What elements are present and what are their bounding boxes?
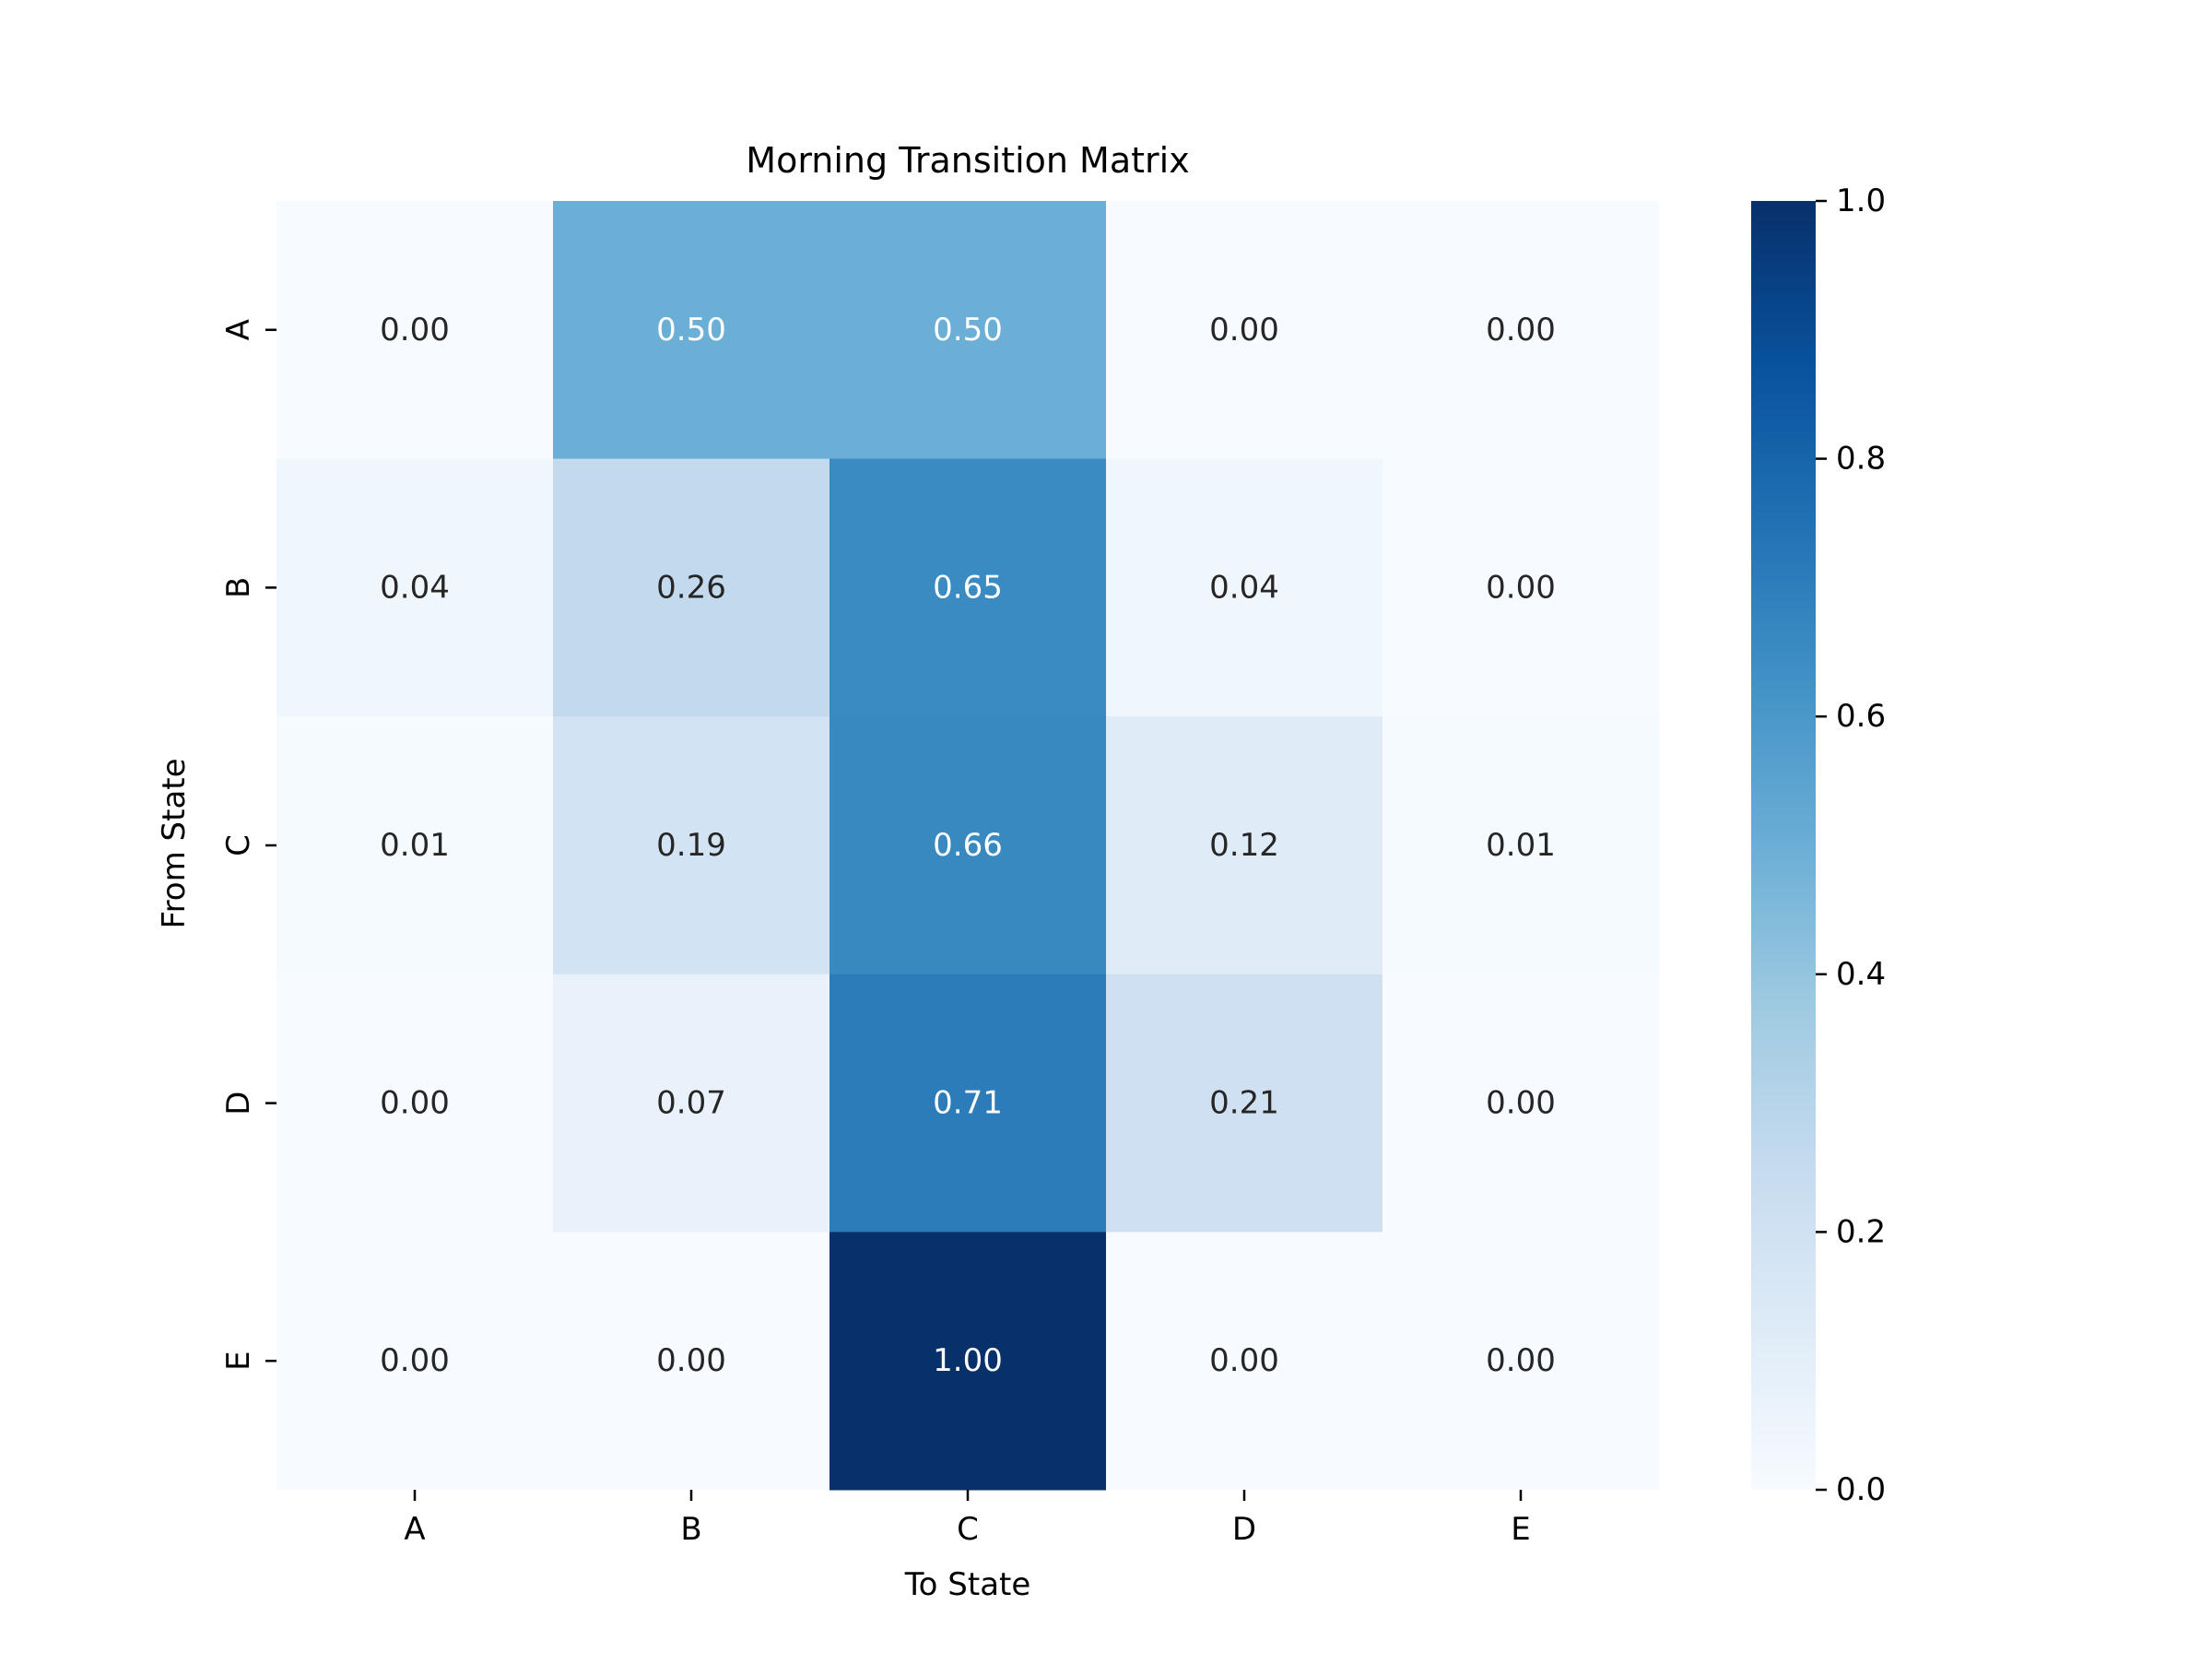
heatmap-cell-D-C <box>830 974 1107 1233</box>
y-tick-label-B: B <box>220 577 257 598</box>
cell-label-E-A: 0.00 <box>380 1342 450 1379</box>
heatmap-cells <box>276 201 1660 1491</box>
y-tick-label-A: A <box>220 319 257 340</box>
heatmap-cell-C-A <box>276 716 554 975</box>
cell-label-D-D: 0.21 <box>1209 1085 1279 1122</box>
cell-label-C-B: 0.19 <box>656 827 726 864</box>
y-axis-label: From State <box>156 758 193 928</box>
heatmap-cell-A-D <box>1106 201 1383 460</box>
cell-label-A-A: 0.00 <box>380 312 450 348</box>
cell-label-D-E: 0.00 <box>1486 1085 1556 1122</box>
heatmap-cell-C-D <box>1106 716 1383 975</box>
heatmap-cell-E-E <box>1382 1232 1660 1491</box>
y-tick-label-C: C <box>220 834 257 856</box>
cell-label-A-E: 0.00 <box>1486 312 1556 348</box>
heatmap-cell-B-A <box>276 458 554 717</box>
heatmap-cell-A-E <box>1382 201 1660 460</box>
cell-label-A-C: 0.50 <box>933 312 1003 348</box>
cell-label-E-B: 0.00 <box>656 1342 726 1379</box>
x-tick-label-A: A <box>404 1511 425 1548</box>
heatmap-cell-A-B <box>553 201 830 460</box>
cell-label-E-D: 0.00 <box>1209 1342 1279 1379</box>
cell-label-D-A: 0.00 <box>380 1085 450 1122</box>
cell-label-C-D: 0.12 <box>1209 827 1279 864</box>
heatmap-cell-D-D <box>1106 974 1383 1233</box>
heatmap-cell-B-D <box>1106 458 1383 717</box>
cell-label-C-E: 0.01 <box>1486 827 1556 864</box>
heatmap-cell-E-B <box>553 1232 830 1491</box>
cell-label-A-D: 0.00 <box>1209 312 1279 348</box>
heatmap-cell-D-E <box>1382 974 1660 1233</box>
colorbar: 0.0 0.2 0.4 0.6 0.8 1.0 <box>1751 183 1886 1508</box>
y-tick-label-D: D <box>220 1092 257 1115</box>
heatmap-cell-E-C <box>830 1232 1107 1491</box>
heatmap-cell-B-E <box>1382 458 1660 717</box>
colorbar-tick-label-1.0: 1.0 <box>1836 183 1886 219</box>
x-tick-label-E: E <box>1511 1511 1530 1548</box>
cell-label-B-D: 0.04 <box>1209 569 1279 606</box>
cell-label-D-B: 0.07 <box>656 1085 726 1122</box>
cell-label-D-C: 0.71 <box>933 1085 1003 1122</box>
colorbar-tick-label-0.2: 0.2 <box>1836 1213 1886 1250</box>
cell-label-B-B: 0.26 <box>656 569 726 606</box>
heatmap-cell-B-C <box>830 458 1107 717</box>
heatmap-cell-labels: 0.00 0.50 0.50 0.00 0.00 0.04 0.26 0.65 0.04 0.00… <box>380 312 1556 1379</box>
colorbar-gradient <box>1751 201 1816 1490</box>
x-tick-label-D: D <box>1232 1511 1256 1548</box>
heatmap-cell-A-A <box>276 201 554 460</box>
colorbar-tick-label-0.8: 0.8 <box>1836 441 1886 478</box>
cell-label-C-C: 0.66 <box>933 827 1003 864</box>
cell-label-A-B: 0.50 <box>656 312 726 348</box>
y-tick-label-E: E <box>220 1351 257 1370</box>
cell-label-C-A: 0.01 <box>380 827 450 864</box>
y-axis-ticks: A B C D E <box>220 319 276 1371</box>
heatmap-cell-E-D <box>1106 1232 1383 1491</box>
x-tick-label-B: B <box>680 1511 701 1548</box>
colorbar-tick-label-0.6: 0.6 <box>1836 698 1886 735</box>
heatmap-cell-A-C <box>830 201 1107 460</box>
heatmap-cell-D-A <box>276 974 554 1233</box>
x-axis-label: To State <box>904 1566 1031 1603</box>
x-axis-ticks: A B C D E <box>404 1490 1531 1548</box>
heatmap-cell-C-E <box>1382 716 1660 975</box>
cell-label-E-C: 1.00 <box>933 1342 1003 1379</box>
heatmap-cell-C-B <box>553 716 830 975</box>
cell-label-E-E: 0.00 <box>1486 1342 1556 1379</box>
heatmap-cell-D-B <box>553 974 830 1233</box>
colorbar-tick-label-0.0: 0.0 <box>1836 1471 1886 1508</box>
heatmap-cell-B-B <box>553 458 830 717</box>
x-tick-label-C: C <box>957 1511 979 1548</box>
cell-label-B-C: 0.65 <box>933 569 1003 606</box>
colorbar-tick-label-0.4: 0.4 <box>1836 956 1886 993</box>
cell-label-B-A: 0.04 <box>380 569 450 606</box>
chart-title: Morning Transition Matrix <box>746 140 1189 181</box>
cell-label-B-E: 0.00 <box>1486 569 1556 606</box>
heatmap-cell-E-A <box>276 1232 554 1491</box>
heatmap-cell-C-C <box>830 716 1107 975</box>
